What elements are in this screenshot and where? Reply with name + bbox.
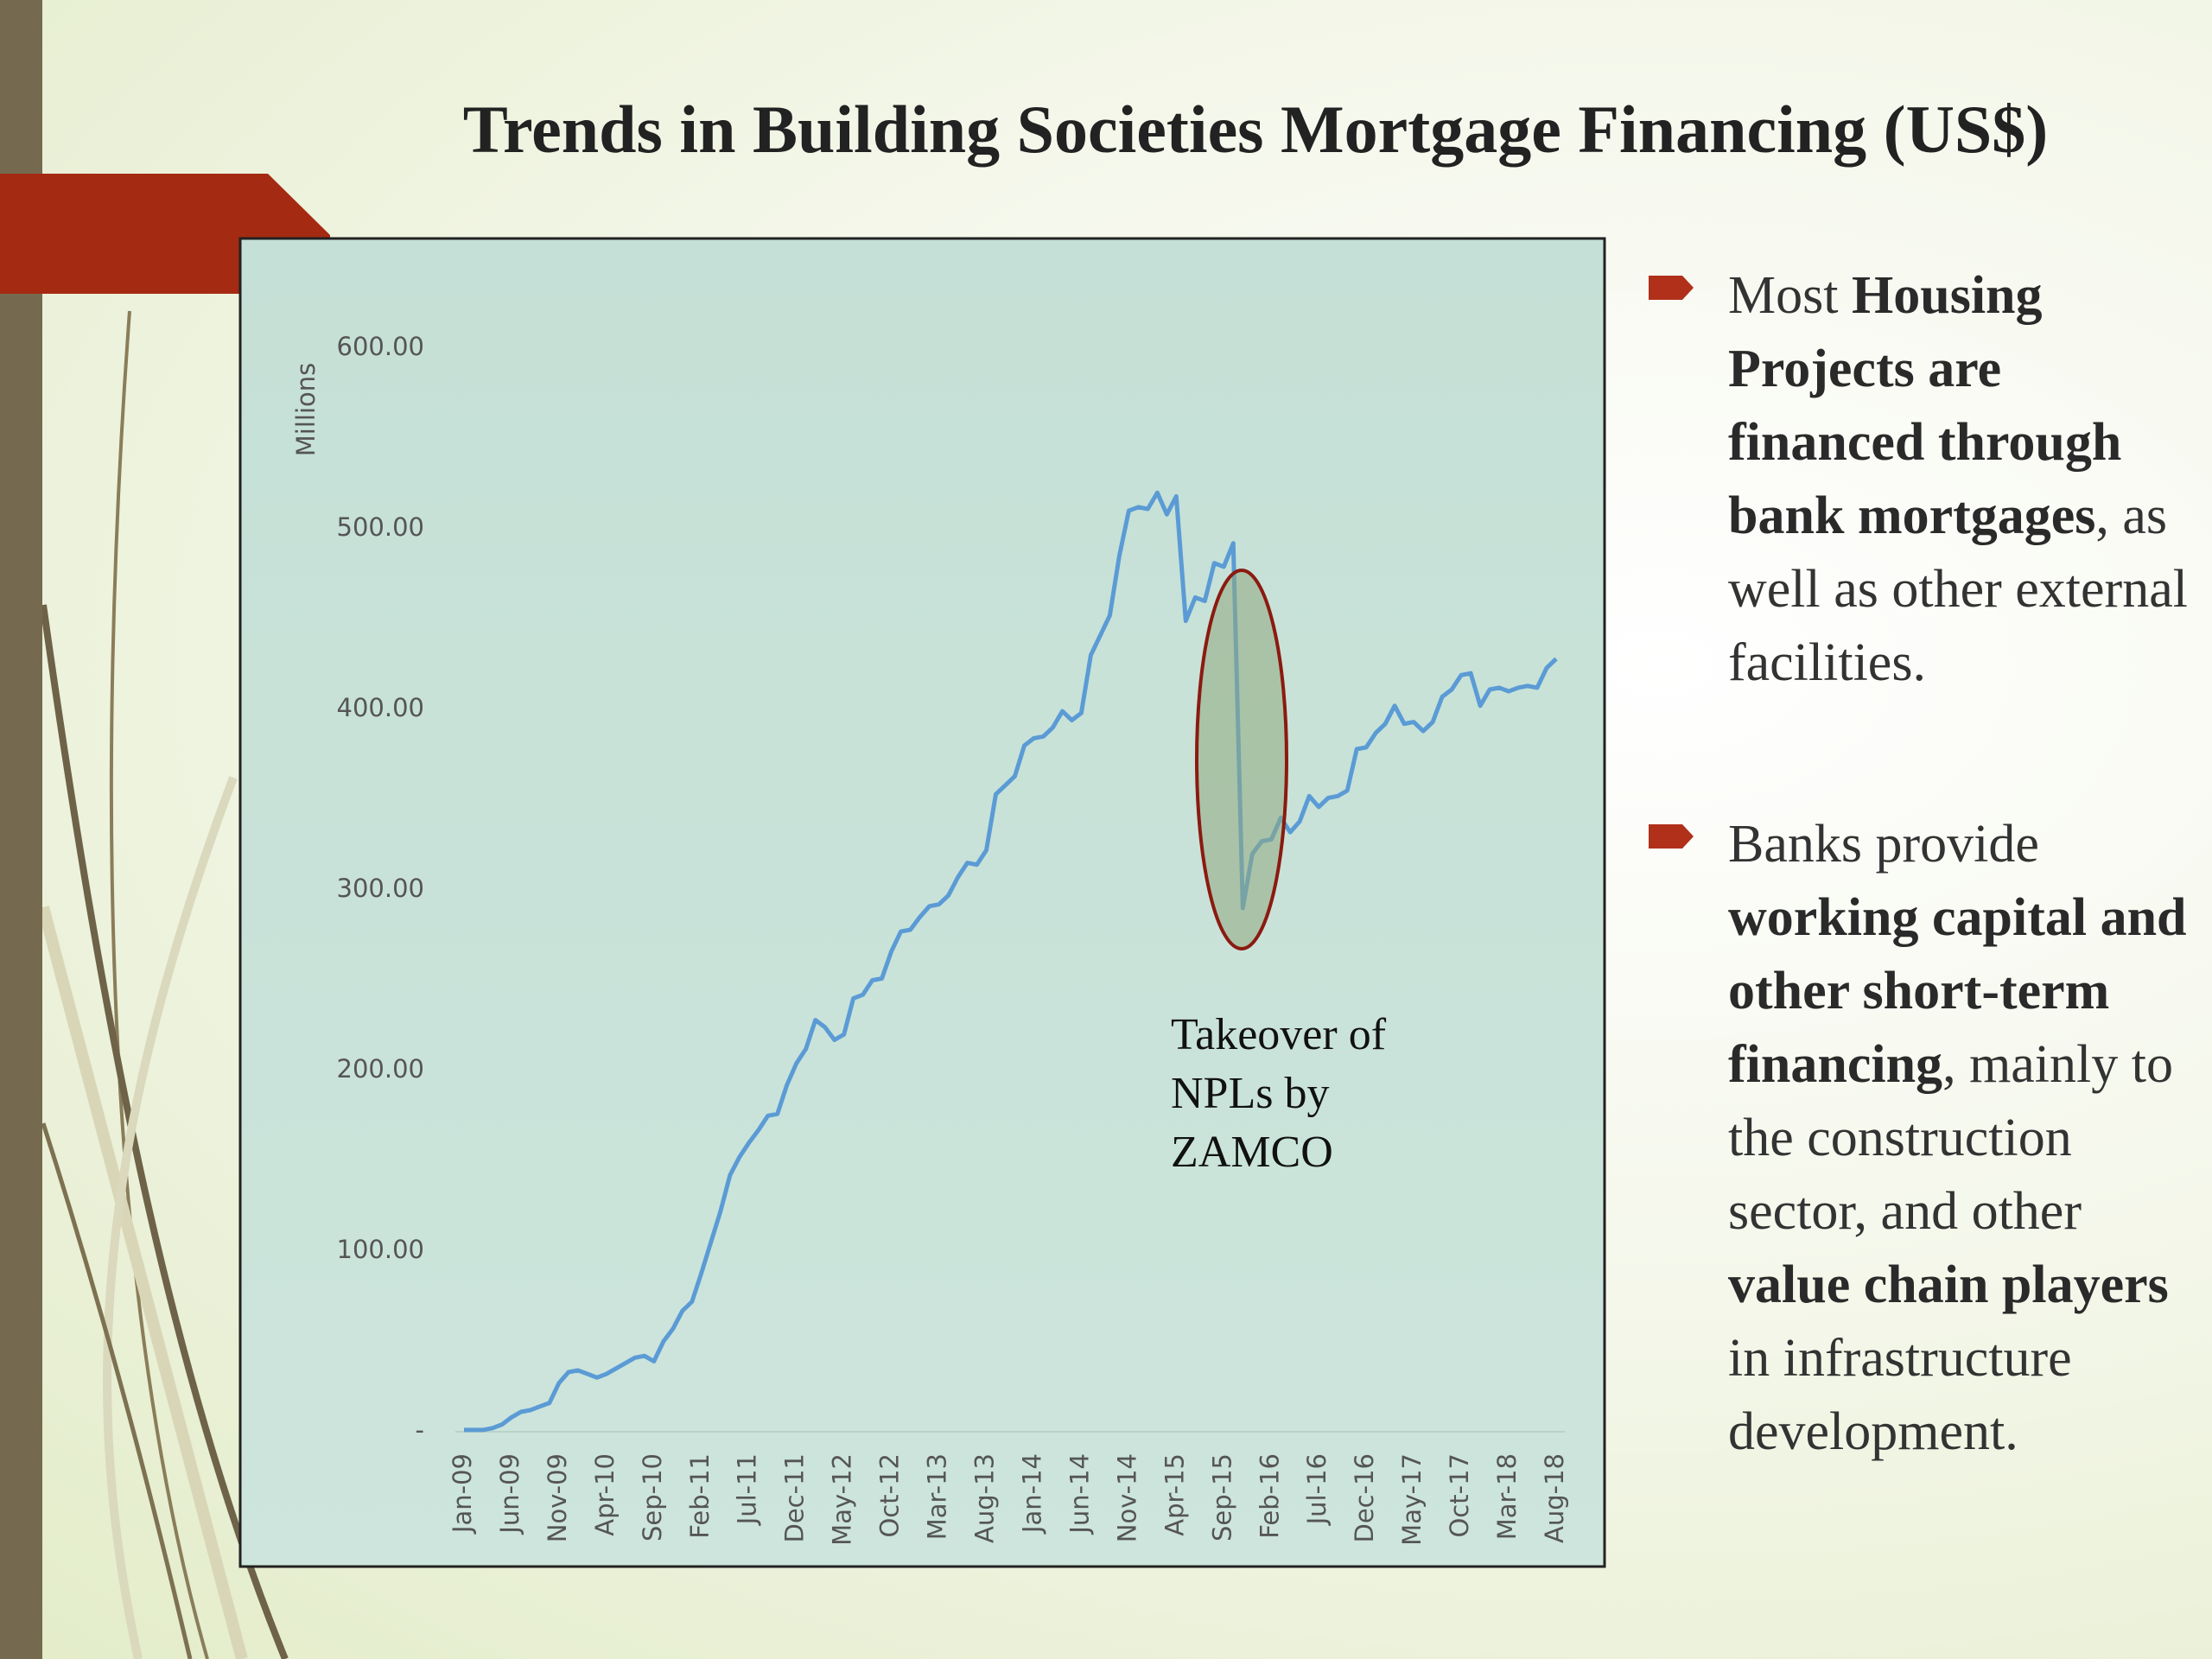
- text: in infrastructure development.: [1728, 1329, 2072, 1461]
- x-tick-label: Feb-11: [685, 1453, 715, 1539]
- annotation: ZAMCO: [1171, 1128, 1333, 1177]
- chart-area: [238, 237, 1606, 1568]
- y-tick-label: 500.00: [337, 512, 424, 542]
- x-tick-label: Jul-16: [1302, 1453, 1332, 1526]
- y-tick-label: 200.00: [337, 1054, 424, 1084]
- annotation: NPLs by: [1171, 1069, 1329, 1118]
- text: Most: [1728, 266, 1852, 325]
- y-tick-label: 100.00: [337, 1235, 424, 1264]
- x-tick-label: Jun-09: [495, 1453, 524, 1535]
- annotation: Takeover of: [1171, 1010, 1387, 1059]
- decoration: [37, 310, 289, 1659]
- x-tick-label: Sep-10: [638, 1453, 667, 1541]
- x-tick-label: Nov-14: [1112, 1453, 1141, 1542]
- text: Banks provide: [1728, 815, 2039, 874]
- x-tick-label: Sep-15: [1207, 1453, 1236, 1541]
- x-tick-label: Jul-11: [733, 1453, 762, 1526]
- text: , as well as other external facilities.: [1728, 486, 2188, 692]
- highlight-ellipse: [1195, 569, 1288, 950]
- x-tick-label: Dec-16: [1350, 1453, 1379, 1542]
- y-tick-label: 300.00: [337, 874, 424, 903]
- x-tick-label: Mar-18: [1492, 1453, 1522, 1540]
- x-tick-label: May-12: [828, 1453, 857, 1546]
- bold-text: value chain players: [1728, 1255, 2169, 1314]
- x-tick-label: Feb-16: [1255, 1453, 1284, 1539]
- y-tick-label: -: [416, 1415, 424, 1445]
- x-tick-label: Jun-14: [1065, 1453, 1094, 1535]
- data-line: [464, 490, 1558, 1433]
- x-tick-label: May-17: [1397, 1453, 1427, 1546]
- x-tick-label: Aug-13: [970, 1453, 1000, 1543]
- y-tick-label: 600.00: [337, 332, 424, 361]
- y-tick-label: 400.00: [337, 693, 424, 722]
- x-tick-label: Nov-09: [543, 1453, 572, 1542]
- x-tick-label: Apr-10: [590, 1453, 620, 1536]
- x-tick-label: Jan-09: [448, 1453, 477, 1535]
- bullet: Banks provide working capital and other …: [1728, 808, 2195, 1469]
- x-tick-label: Dec-11: [780, 1453, 810, 1542]
- slide-title: Trends in Building Societies Mortgage Fi…: [463, 92, 2049, 167]
- y-axis-label: Millions: [291, 363, 321, 456]
- x-tick-label: Oct-12: [875, 1453, 905, 1538]
- bullet: Most Housing Projects are financed throu…: [1728, 259, 2195, 700]
- x-tick-label: Aug-18: [1540, 1453, 1569, 1543]
- x-tick-label: Jan-14: [1017, 1453, 1046, 1535]
- x-tick-label: Apr-15: [1160, 1453, 1189, 1536]
- bold-text: Housing Projects are financed through ba…: [1728, 266, 2122, 545]
- x-tick-label: Oct-17: [1445, 1453, 1474, 1538]
- x-tick-label: Mar-13: [923, 1453, 952, 1540]
- bold-text: working capital and other short-term fin…: [1728, 888, 2187, 1094]
- text: , mainly to the construction sector, and…: [1728, 1035, 2173, 1241]
